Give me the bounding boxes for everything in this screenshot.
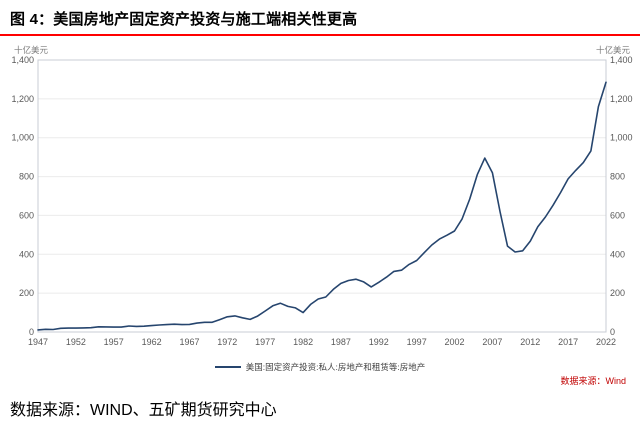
svg-text:2012: 2012 (520, 337, 540, 347)
svg-text:0: 0 (29, 327, 34, 337)
svg-text:800: 800 (610, 172, 625, 182)
line-chart-svg: 0 0 200 200 400 400 600 600 800 800 1,000 1,000 1,20… (11, 55, 633, 347)
chart-area: 十亿美元 十亿美元 0 0 200 200 400 400 600 600 800 800 1,00… (0, 38, 640, 360)
svg-text:1,400: 1,400 (610, 55, 633, 65)
svg-text:200: 200 (19, 288, 34, 298)
svg-text:1982: 1982 (293, 337, 313, 347)
svg-text:2017: 2017 (558, 337, 578, 347)
svg-text:1997: 1997 (407, 337, 427, 347)
footer-source: 数据来源：WIND、五矿期货研究中心 (10, 402, 277, 419)
svg-text:400: 400 (610, 249, 625, 259)
title-row: 图 4：美国房地产固定资产投资与施工端相关性更高 (0, 0, 640, 34)
svg-text:1992: 1992 (369, 337, 389, 347)
legend-label: 美国:固定资产投资:私人:房地产和租赁等:房地产 (245, 362, 426, 372)
svg-text:1962: 1962 (142, 337, 162, 347)
svg-text:2022: 2022 (596, 337, 616, 347)
svg-text:2002: 2002 (444, 337, 464, 347)
figure-title: 图 4：美国房地产固定资产投资与施工端相关性更高 (10, 11, 358, 28)
title-divider (0, 34, 640, 36)
svg-text:1947: 1947 (28, 337, 48, 347)
svg-text:800: 800 (19, 172, 34, 182)
svg-text:1972: 1972 (217, 337, 237, 347)
svg-text:2007: 2007 (482, 337, 502, 347)
wind-source-note: 数据来源：Wind (560, 376, 626, 386)
svg-text:400: 400 (19, 249, 34, 259)
svg-text:1,400: 1,400 (11, 55, 34, 65)
svg-text:1987: 1987 (331, 337, 351, 347)
svg-text:200: 200 (610, 288, 625, 298)
svg-text:1957: 1957 (104, 337, 124, 347)
y-axis-unit-left: 十亿美元 (14, 45, 49, 55)
chart-legend: 美国:固定资产投资:私人:房地产和租赁等:房地产 (0, 360, 640, 374)
legend-line-marker (214, 366, 241, 368)
svg-text:1967: 1967 (179, 337, 199, 347)
svg-text:1,200: 1,200 (11, 94, 34, 104)
svg-text:600: 600 (610, 210, 625, 220)
svg-text:0: 0 (610, 327, 615, 337)
svg-text:600: 600 (19, 210, 34, 220)
y-axis-unit-right: 十亿美元 (595, 45, 630, 55)
svg-text:1,000: 1,000 (610, 133, 633, 143)
svg-text:1952: 1952 (66, 337, 86, 347)
svg-text:1,200: 1,200 (610, 94, 633, 104)
svg-text:1,000: 1,000 (11, 133, 34, 143)
svg-text:1977: 1977 (255, 337, 275, 347)
